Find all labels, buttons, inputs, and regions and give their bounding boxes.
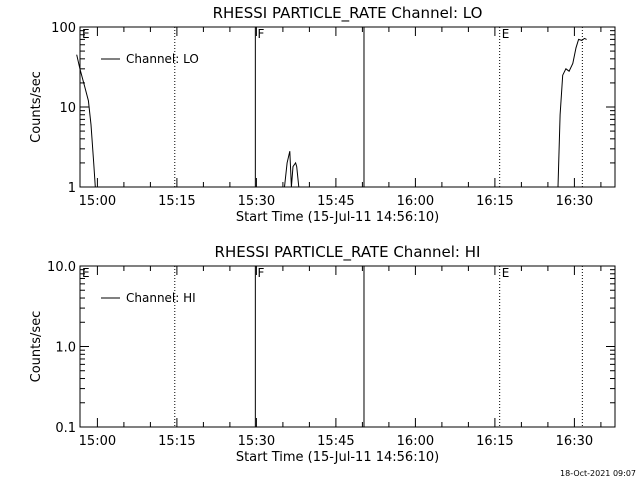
y-tick-label: 10 bbox=[59, 101, 76, 116]
x-tick-label: 15:45 bbox=[317, 434, 354, 449]
y-tick-label: 1 bbox=[68, 181, 76, 196]
y-tick-label: 100 bbox=[51, 21, 76, 36]
region-marker: F bbox=[257, 266, 264, 280]
x-tick-label: 16:15 bbox=[476, 434, 513, 449]
x-tick-label: 15:30 bbox=[238, 434, 275, 449]
series-line bbox=[284, 151, 300, 188]
chart-title: RHESSI PARTICLE_RATE Channel: LO bbox=[213, 4, 483, 23]
region-marker: E bbox=[502, 27, 510, 41]
region-marker: E bbox=[82, 27, 90, 41]
x-tick-label: 15:45 bbox=[317, 194, 354, 209]
y-tick-label: 10.0 bbox=[47, 260, 76, 275]
y-axis-label: Counts/sec bbox=[29, 311, 44, 383]
region-marker: E bbox=[82, 266, 90, 280]
region-marker: E bbox=[502, 266, 510, 280]
legend-label: Channel: LO bbox=[126, 52, 199, 66]
x-tick-label: 16:00 bbox=[397, 194, 434, 209]
x-tick-label: 15:00 bbox=[79, 434, 116, 449]
chart-title: RHESSI PARTICLE_RATE Channel: HI bbox=[215, 243, 481, 262]
x-tick-label: 16:00 bbox=[397, 434, 434, 449]
x-tick-label: 15:30 bbox=[238, 194, 275, 209]
y-tick-label: 0.1 bbox=[55, 421, 76, 436]
x-tick-label: 16:15 bbox=[476, 194, 513, 209]
panel-channel-hi: RHESSI PARTICLE_RATE Channel: HI E F E Chann… bbox=[29, 243, 616, 465]
x-tick-label: 16:30 bbox=[556, 194, 593, 209]
x-axis-label: Start Time (15-Jul-11 14:56:10) bbox=[236, 450, 439, 465]
y-tick-label: 1.0 bbox=[55, 341, 76, 356]
series-line bbox=[76, 54, 96, 188]
y-axis-label: Counts/sec bbox=[29, 71, 44, 143]
x-tick-label: 15:15 bbox=[158, 194, 195, 209]
footer-timestamp: 18-Oct-2021 09:07 bbox=[560, 469, 636, 478]
panel-channel-lo: RHESSI PARTICLE_RATE Channel: LO E F E Chann… bbox=[29, 4, 616, 225]
x-tick-label: 15:00 bbox=[79, 194, 116, 209]
series-line bbox=[557, 37, 587, 188]
legend-label: Channel: HI bbox=[126, 291, 196, 305]
x-tick-label: 15:15 bbox=[158, 434, 195, 449]
region-marker: F bbox=[257, 27, 264, 41]
plot-frame bbox=[79, 26, 616, 188]
x-axis-label: Start Time (15-Jul-11 14:56:10) bbox=[236, 210, 439, 225]
x-tick-label: 16:30 bbox=[556, 434, 593, 449]
